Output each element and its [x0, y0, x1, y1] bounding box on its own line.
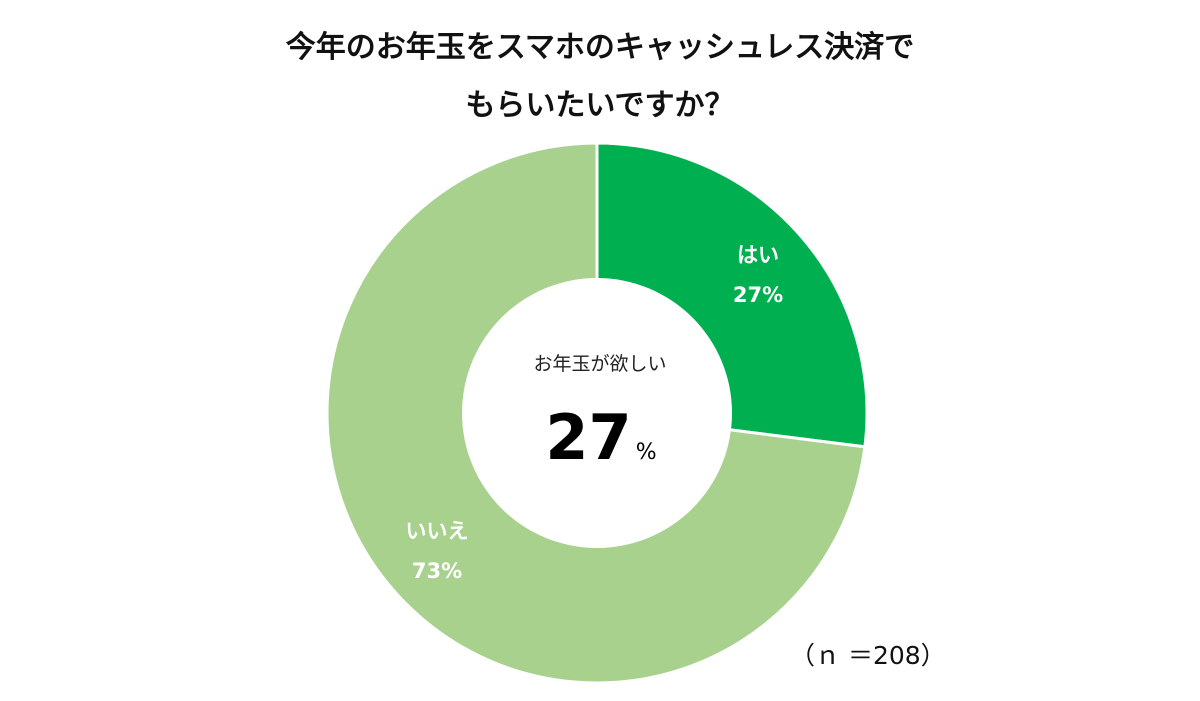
center-label: お年玉が欲しい	[533, 353, 666, 375]
sample-size-note: （ｎ ＝208）	[790, 641, 946, 670]
donut-hole	[462, 278, 732, 548]
center-value: 27%	[545, 401, 656, 474]
chart-subtitle: もらいたいですか？	[465, 88, 735, 123]
slice-label-no: いいえ	[406, 519, 469, 543]
center-number: 27	[545, 401, 631, 474]
chart-title: 今年のお年玉をスマホのキャッシュレス決済で	[285, 30, 915, 65]
slice-label-yes: はい	[737, 243, 779, 267]
center-unit: %	[636, 440, 657, 465]
slice-value-no: 73%	[412, 559, 462, 583]
slice-value-yes: 27%	[733, 283, 783, 307]
